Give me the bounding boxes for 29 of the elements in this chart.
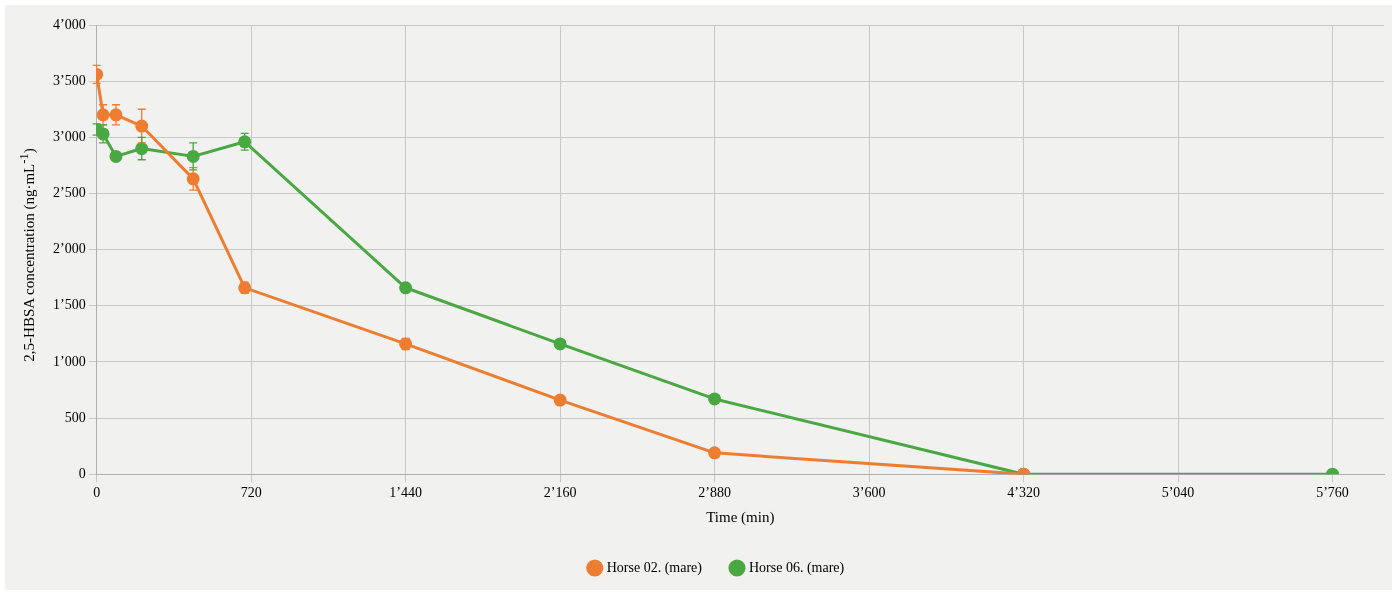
x-tick-label: 2’160 xyxy=(543,485,577,501)
point xyxy=(708,392,722,406)
point xyxy=(186,149,200,163)
legend-label: Horse 02. (mare) xyxy=(606,559,703,576)
x-tick-label: 3’600 xyxy=(852,485,886,501)
y-tick-label: 1’500 xyxy=(52,297,86,313)
point xyxy=(186,172,200,186)
point xyxy=(399,281,413,295)
legend-label: Horse 06. (mare) xyxy=(749,559,845,576)
y-tick-label: 0 xyxy=(78,465,86,481)
point xyxy=(109,149,123,163)
x-tick-label: 0 xyxy=(93,485,101,501)
y-tick-label: 2’500 xyxy=(52,185,86,201)
point xyxy=(708,446,722,460)
point xyxy=(135,119,149,133)
y-tick-label: 4’000 xyxy=(52,16,86,32)
x-tick-label: 5’040 xyxy=(1161,485,1195,501)
x-tick-label: 1’440 xyxy=(389,485,422,501)
y-tick-label: 500 xyxy=(64,409,86,425)
point xyxy=(553,337,567,351)
x-tick-label: 2’880 xyxy=(698,485,731,501)
x-axis-title: Time (min) xyxy=(706,508,775,526)
y-tick-label: 3’000 xyxy=(52,128,86,144)
x-tick-label: 720 xyxy=(240,485,262,501)
x-tick-label: 5’760 xyxy=(1316,485,1349,501)
x-tick-label: 4’320 xyxy=(1007,485,1040,501)
y-tick-label: 1’000 xyxy=(52,353,86,369)
y-tick-label: 2’000 xyxy=(52,241,86,257)
y-tick-label: 3’500 xyxy=(52,72,86,88)
